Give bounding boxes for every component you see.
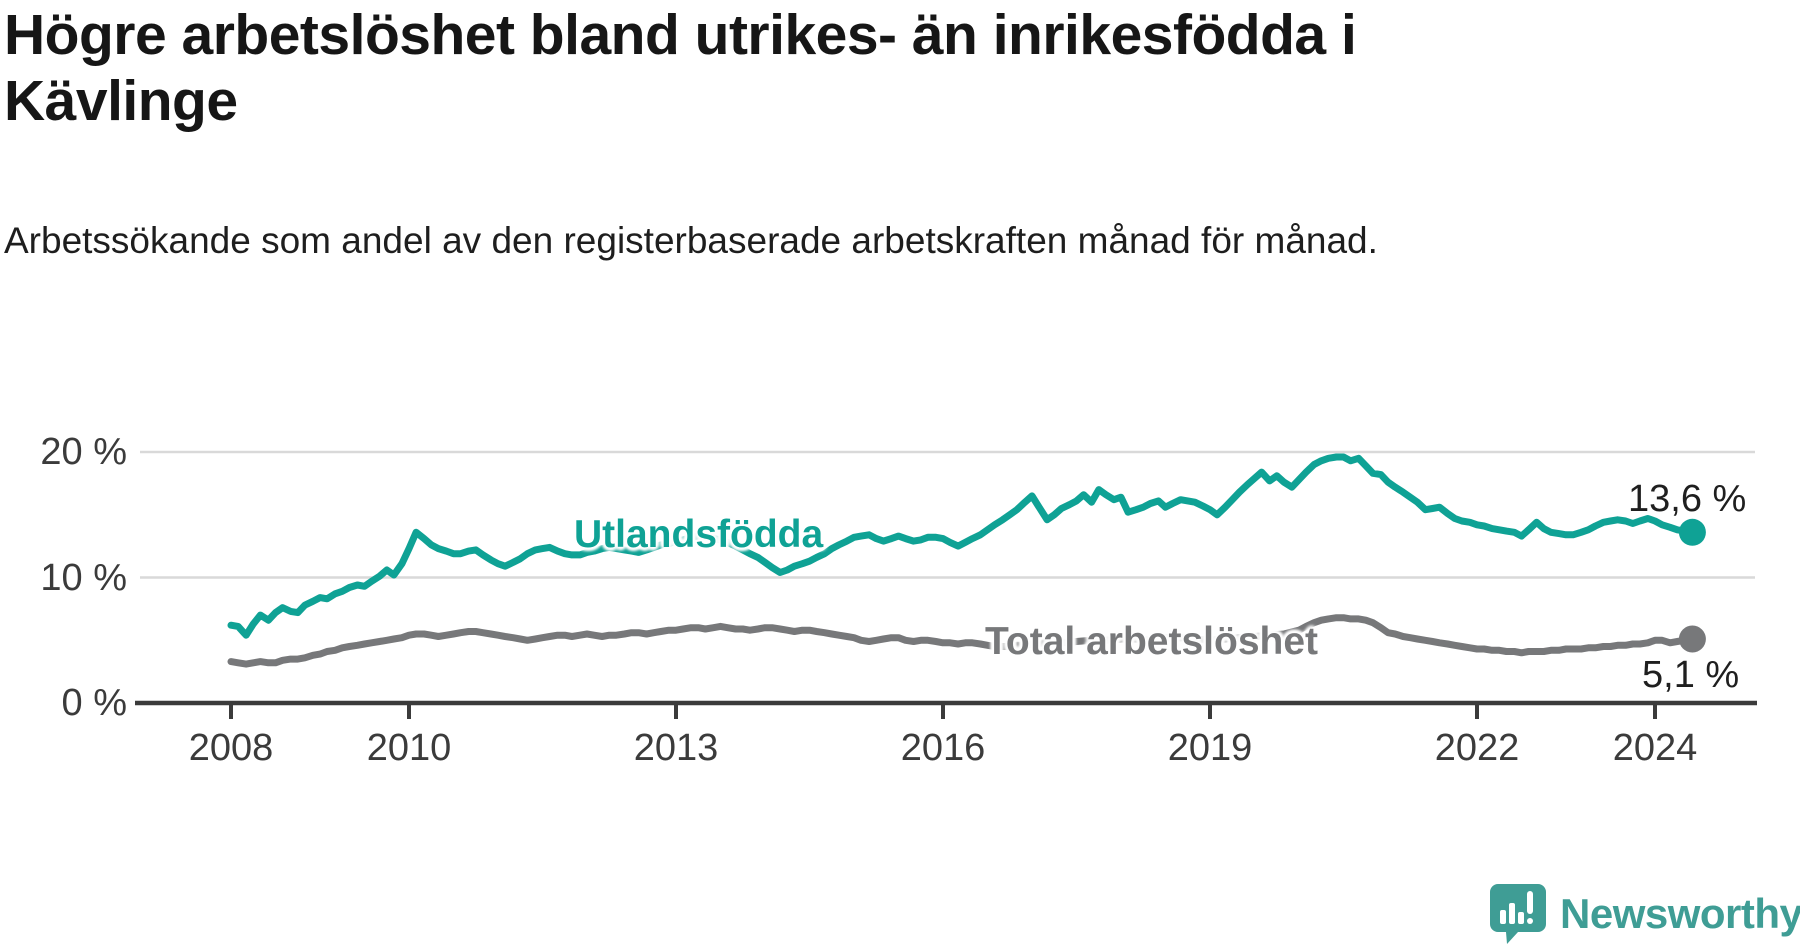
speech-bubble-bar-chart-icon [1490,884,1546,944]
y-tick-label-20: 20 % [40,431,127,473]
series-endpoint-dot-0 [1678,518,1706,546]
brand-name: Newsworthy [1560,890,1800,937]
x-tick-label-2016: 2016 [900,727,986,769]
x-tick-label-2013: 2013 [633,727,719,769]
x-tick-label-2024: 2024 [1612,727,1698,769]
series-endpoint-dot-1 [1678,625,1706,653]
newsworthy-brand: Newsworthy [1488,882,1800,946]
y-tick-label-0: 0 % [61,682,127,724]
x-tick-label-2019: 2019 [1167,727,1253,769]
series-label-utlandsfodda: Utlandsfödda [574,513,824,556]
end-value-label-utlandsfodda: 13,6 % [1628,478,1747,520]
x-tick-label-2010: 2010 [366,727,452,769]
series-line-0 [227,453,1696,639]
x-tick-label-2022: 2022 [1434,727,1520,769]
chart-subtitle: Arbetssökande som andel av den registerb… [4,220,1378,261]
page-title: Högre arbetslöshet bland utrikes- än inr… [4,3,1357,134]
series-line-1 [227,614,1696,668]
y-tick-label-10: 10 % [40,556,127,599]
end-value-label-total: 5,1 % [1642,654,1740,696]
series-label-total-arbetsloshet: Total arbetslöshet [985,620,1319,663]
x-tick-label-2008: 2008 [188,727,274,769]
